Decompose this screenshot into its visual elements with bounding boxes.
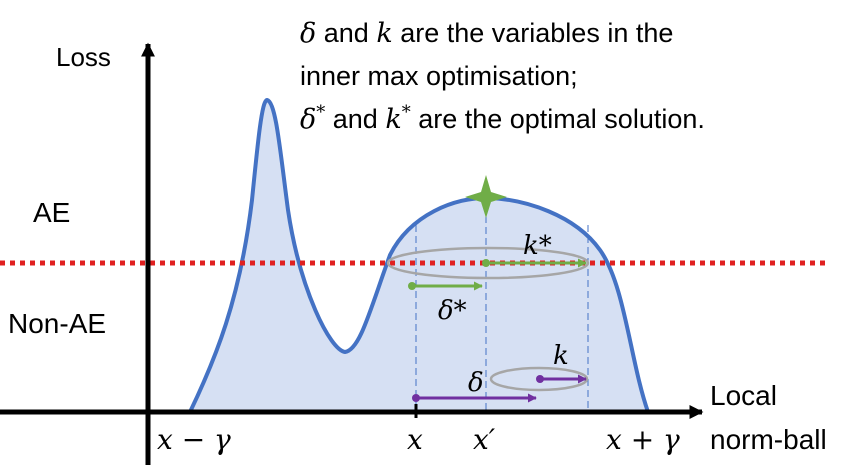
note-line-3: δ* and k* are the optimal solution.	[300, 102, 705, 136]
non-ae-region-label: Non-AE	[8, 308, 106, 339]
delta-label: δ	[468, 368, 484, 398]
tick-x-plus-gamma: x + γ	[606, 423, 680, 456]
k-start	[536, 375, 544, 383]
note-line-2: inner max optimisation;	[300, 61, 578, 91]
note-line-1: δ and k are the variables in the	[300, 18, 673, 49]
x-axis-label-line1: Local	[710, 380, 777, 411]
x-axis-label-line2: norm-ball	[710, 424, 827, 455]
x-prime-point	[482, 259, 490, 267]
delta-start	[412, 394, 420, 402]
k-label: k	[553, 341, 569, 371]
tick-x-minus-gamma: x − γ	[157, 423, 231, 456]
ae-region-label: AE	[33, 197, 70, 228]
delta-star-start	[408, 282, 416, 290]
tick-x-prime: x′	[473, 423, 496, 456]
optimum-star-icon	[465, 175, 507, 218]
loss-curve	[188, 98, 650, 414]
delta-star-label: δ*	[438, 296, 467, 326]
search-region-ellipse-outer	[386, 246, 590, 280]
y-axis-label: Loss	[56, 42, 111, 72]
k-star-label: k*	[523, 231, 552, 261]
search-region-ellipse-inner	[489, 366, 589, 392]
tick-x: x	[407, 423, 423, 456]
